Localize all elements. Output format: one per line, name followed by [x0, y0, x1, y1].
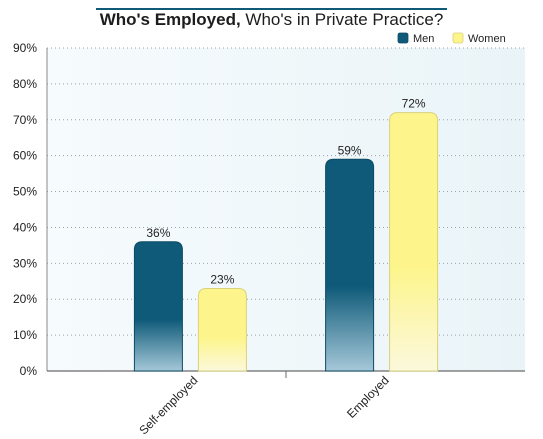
x-category-label: Self-employed [136, 373, 200, 437]
x-category-label: Employed [344, 373, 392, 421]
legend-label-women: Women [468, 33, 506, 45]
title-area: Who's Employed, Who's in Private Practic… [0, 0, 543, 36]
y-tick-label: 0% [20, 364, 38, 378]
bar-value-label: 36% [146, 226, 170, 240]
bar-men-0 [133, 241, 183, 372]
chart-title-bold: Who's Employed, [99, 10, 241, 29]
legend: Men Women [397, 32, 506, 45]
bar-value-label: 23% [210, 272, 234, 286]
legend-swatch-women [452, 32, 464, 44]
y-tick-label: 70% [13, 113, 37, 127]
y-tick-label: 80% [13, 77, 37, 91]
plot-area [47, 48, 525, 371]
y-tick-label: 50% [13, 185, 37, 199]
bar-value-label: 72% [402, 97, 426, 111]
y-tick-label: 30% [13, 256, 37, 270]
bar-women-0 [197, 287, 247, 372]
y-tick-label: 20% [13, 292, 37, 306]
bar-value-label: 59% [338, 143, 362, 157]
bar-men-1 [325, 158, 375, 372]
legend-label-men: Men [413, 33, 434, 45]
y-tick-label: 10% [13, 328, 37, 342]
bar-women-1 [389, 112, 439, 372]
chart-title-rest: Who's in Private Practice? [240, 10, 444, 29]
y-tick-label: 60% [13, 149, 37, 163]
chart-title: Who's Employed, Who's in Private Practic… [95, 8, 448, 33]
legend-swatch-men [397, 32, 409, 44]
y-tick-label: 40% [13, 220, 37, 234]
y-tick-label: 90% [13, 41, 37, 55]
